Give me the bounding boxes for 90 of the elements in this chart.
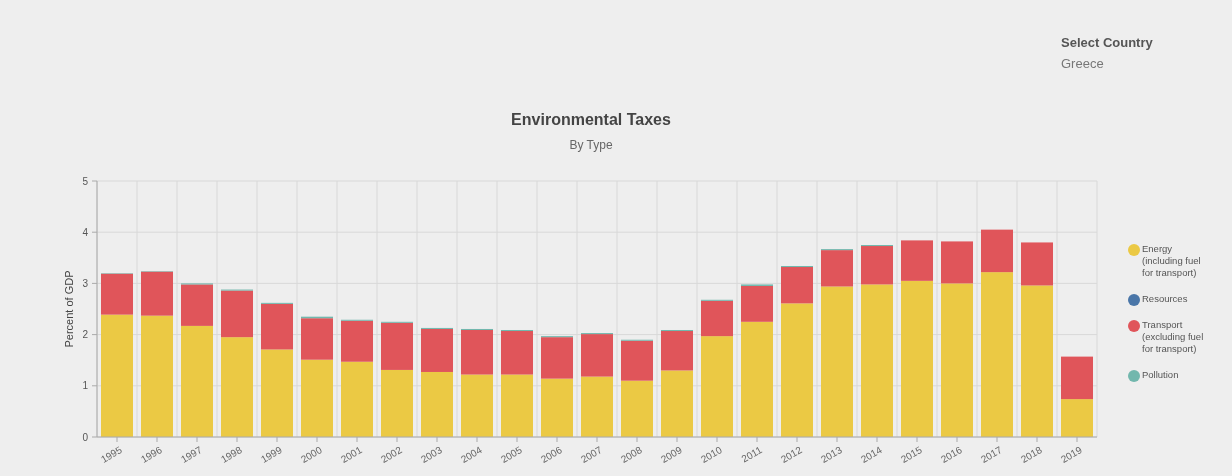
bar	[941, 283, 973, 437]
bar	[901, 280, 933, 437]
x-tick-label: 2016	[938, 444, 965, 465]
bar	[1021, 285, 1053, 437]
x-tick-label: 2000	[298, 444, 325, 465]
chart-subtitle: By Type	[569, 138, 613, 152]
bar	[861, 284, 893, 437]
legend-label: Energy (including fuel for transport)	[1142, 243, 1201, 278]
y-tick-label: 3	[82, 277, 89, 289]
x-tick-label: 2008	[618, 444, 645, 465]
text: Select Country	[1061, 35, 1154, 50]
bar	[501, 374, 533, 437]
bar	[621, 380, 653, 437]
y-tick-label: 5	[82, 175, 89, 187]
bar	[221, 337, 253, 437]
bar	[301, 318, 333, 360]
bar	[581, 334, 613, 377]
legend-label: Pollution	[1142, 369, 1179, 380]
bar	[781, 267, 813, 304]
bar	[181, 284, 213, 326]
x-tick-label: 1998	[218, 444, 245, 465]
x-tick-label: 2002	[378, 444, 405, 465]
bar	[981, 229, 1013, 273]
bar	[141, 271, 173, 316]
bar	[741, 285, 773, 322]
text: Greece	[1061, 56, 1104, 71]
x-tick-label: 1999	[258, 444, 285, 465]
x-tick-label: 2012	[778, 444, 805, 465]
bar	[861, 246, 893, 285]
x-tick-label: 2010	[698, 444, 725, 465]
bar	[461, 374, 493, 437]
bar	[381, 322, 413, 370]
bar	[701, 336, 733, 437]
y-tick-label: 2	[82, 329, 89, 341]
bar	[421, 328, 453, 372]
x-tick-label: 2007	[578, 444, 605, 465]
bar	[1021, 242, 1053, 286]
bar	[621, 340, 653, 381]
bar	[821, 286, 853, 437]
x-tick-label: 2017	[978, 444, 1005, 465]
bar	[181, 325, 213, 437]
x-tick-label: 2015	[898, 444, 925, 465]
bar	[1061, 399, 1093, 437]
x-tick-label: 2004	[458, 444, 485, 465]
bar	[581, 376, 613, 437]
bar	[541, 378, 573, 437]
bar	[101, 273, 133, 315]
x-tick-label: 2005	[498, 444, 525, 465]
bar	[381, 369, 413, 437]
x-tick-label: 2009	[658, 444, 685, 465]
x-tick-label: 2006	[538, 444, 565, 465]
bar	[101, 314, 133, 437]
y-tick-label: 0	[82, 431, 89, 443]
bar	[981, 272, 1013, 437]
bar	[301, 359, 333, 437]
x-tick-label: 2001	[338, 444, 365, 465]
bar	[901, 240, 933, 281]
bar	[261, 349, 293, 437]
bar	[501, 331, 533, 375]
legend-label: Resources	[1142, 293, 1188, 304]
bar	[941, 241, 973, 284]
x-tick-label: 2011	[739, 444, 765, 465]
x-tick-label: 1997	[178, 444, 205, 465]
bar	[701, 300, 733, 337]
bar	[781, 303, 813, 437]
y-tick-label: 1	[82, 380, 89, 392]
y-axis-title: Percent of GDP	[63, 270, 75, 348]
bar	[221, 290, 253, 338]
bar	[421, 371, 453, 437]
bar	[341, 361, 373, 437]
x-tick-label: 2018	[1018, 444, 1045, 465]
x-tick-label: 2013	[818, 444, 845, 465]
x-tick-label: 2003	[418, 444, 445, 465]
bar	[1061, 356, 1093, 400]
bar	[741, 321, 773, 437]
x-tick-label: 1995	[98, 444, 125, 465]
y-tick-label: 4	[82, 226, 89, 238]
bar	[261, 303, 293, 350]
bar	[541, 337, 573, 379]
bar	[461, 329, 493, 375]
bar	[341, 320, 373, 362]
x-tick-label: 2014	[858, 444, 885, 465]
chart-title: Environmental Taxes	[511, 111, 671, 128]
bar	[661, 370, 693, 437]
legend-label: Transport (excluding fuel for transport)	[1142, 319, 1204, 354]
bar	[821, 250, 853, 287]
bar	[141, 315, 173, 437]
x-tick-label: 2019	[1058, 444, 1085, 465]
bar	[661, 331, 693, 371]
x-tick-label: 1996	[138, 444, 165, 465]
